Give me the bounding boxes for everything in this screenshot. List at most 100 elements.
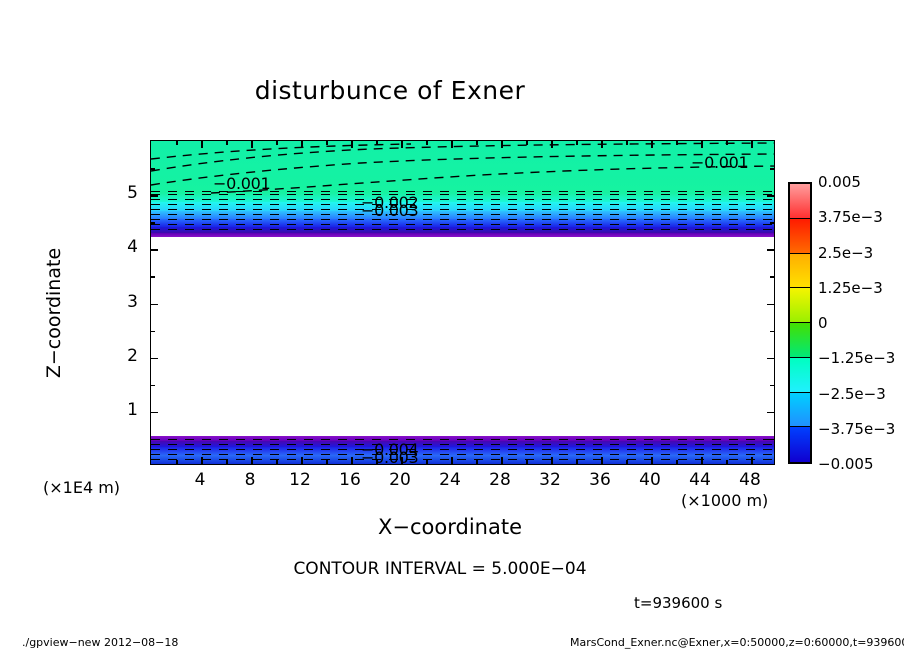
y-tick-mark [767,411,774,414]
x-tick-mark [551,457,553,464]
contour-label: −0.004 [361,440,419,459]
y-tick-mark [151,195,158,197]
x-tick-mark [751,141,753,148]
footer-dataset-path: MarsCond_Exner.nc@Exner,x=0:50000,z=0:60… [570,636,904,649]
x-tick-mark [401,141,403,148]
x-tick-mark [576,141,578,145]
x-tick-mark [301,141,303,148]
contour-label: −0.003 [361,448,419,465]
y-tick-mark [770,330,774,333]
lower-disturbance-band [151,436,774,464]
x-tick-label: 36 [589,470,611,490]
x-tick-mark [401,457,403,464]
contour-interval-caption: CONTOUR INTERVAL = 5.000E−04 [293,559,587,579]
colorbar-band [790,218,810,254]
x-tick-mark [251,457,253,464]
x-axis-title: X−coordinate [378,515,522,539]
x-tick-mark [201,457,203,464]
x-tick-mark [626,141,628,145]
footer-command: ./gpview−new 2012−08−18 [22,636,179,649]
x-tick-mark [451,141,453,148]
colorbar-tick-label: −1.25e−3 [818,349,896,368]
y-tick-mark [770,222,774,224]
x-tick-mark [501,141,503,148]
x-tick-mark [526,460,528,464]
x-tick-label: 20 [389,470,411,490]
x-tick-label: 4 [194,470,206,490]
x-tick-mark [576,460,578,464]
x-tick-mark [676,460,678,464]
page-title: disturbunce of Exner [254,76,526,105]
x-tick-mark [176,460,178,464]
y-tick-mark [151,168,155,170]
x-tick-label: 40 [639,470,661,490]
y-axis-title: Z−coordinate [43,247,65,379]
colorbar-band [790,357,810,393]
colorbar-tick-label: −3.75e−3 [818,419,896,438]
colorbar-band [790,323,810,358]
y-tick-mark [151,357,158,360]
y-tick-mark [767,357,774,360]
x-tick-label: 12 [289,470,311,490]
colorbar-band [790,184,810,219]
colorbar-tick-label: 0.005 [818,173,861,191]
x-tick-mark [651,141,653,148]
x-tick-mark [701,457,703,464]
timestamp-caption: t=939600 s [634,594,723,612]
y-tick-mark [151,249,158,251]
x-tick-mark [551,141,553,148]
y-tick-label: 2 [127,345,138,366]
y-tick-mark [770,438,774,441]
y-tick-label: 4 [127,237,138,258]
y-tick-mark [151,411,158,414]
x-tick-mark [451,457,453,464]
x-tick-mark [176,141,178,145]
x-tick-mark [351,141,353,148]
y-tick-mark [770,384,774,387]
colorbar-tick-label: −2.5e−3 [818,384,886,403]
x-tick-mark [226,141,228,145]
x-tick-mark [476,141,478,145]
x-tick-mark [426,141,428,145]
y-tick-mark [151,303,158,305]
y-tick-label: 1 [127,399,138,420]
contour-plot-area[interactable]: −0.001 −0.001 −0.002 −0.003 −0.004 −0.00… [150,140,775,465]
contour-lines [151,142,774,194]
x-tick-label: 32 [539,470,561,490]
colorbar-band [790,392,810,428]
y-tick-mark [767,195,774,197]
x-tick-label: 8 [244,470,256,490]
y-axis-unit: (×1E4 m) [43,478,121,497]
y-tick-mark [151,276,155,278]
colorbar[interactable] [788,182,812,464]
x-tick-mark [376,460,378,464]
y-tick-mark [151,330,155,333]
y-tick-mark [767,303,774,305]
x-tick-label: 24 [439,470,461,490]
y-tick-label: 3 [127,291,138,312]
x-tick-mark [426,460,428,464]
x-tick-label: 28 [489,470,511,490]
y-tick-mark [151,222,155,224]
colorbar-band [790,427,810,462]
y-tick-mark [151,438,155,441]
colorbar-tick-label: 2.5e−3 [818,243,874,262]
x-tick-label: 44 [689,470,711,490]
x-tick-mark [751,457,753,464]
x-axis-unit: (×1000 m) [681,491,769,510]
x-tick-mark [326,141,328,145]
colorbar-tick-label: 0 [818,314,828,332]
x-tick-mark [501,457,503,464]
x-tick-mark [376,141,378,145]
x-tick-mark [701,141,703,148]
x-tick-mark [651,457,653,464]
y-tick-label: 5 [127,183,138,204]
colorbar-tick-label: 3.75e−3 [818,208,883,227]
x-tick-mark [526,141,528,145]
contour-label: −0.003 [361,201,419,220]
x-tick-label: 16 [339,470,361,490]
x-tick-mark [726,141,728,145]
x-tick-mark [201,141,203,148]
colorbar-band [790,288,810,323]
colorbar-tick-label: 1.25e−3 [818,278,883,297]
